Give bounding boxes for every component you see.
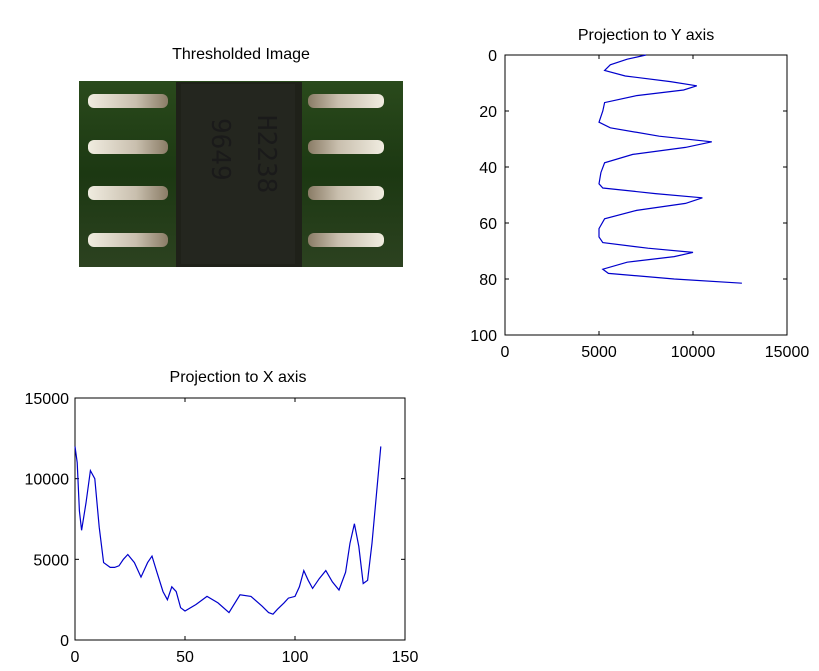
pin [88, 140, 168, 154]
image-panel-title: Thresholded Image [172, 46, 310, 63]
pin [88, 233, 168, 247]
pin [308, 186, 384, 200]
y-tick-label: 0 [60, 633, 69, 650]
plot-area [504, 54, 788, 336]
chip-marking-2: 9649 [205, 118, 235, 181]
chart-title: Projection to Y axis [578, 27, 714, 44]
y-tick-label: 100 [470, 328, 497, 345]
x-tick-label: 50 [176, 649, 194, 666]
y-tick-label: 20 [479, 104, 497, 121]
y-tick-label: 40 [479, 160, 497, 177]
plot-area [74, 397, 406, 641]
x-tick-label: 0 [71, 649, 80, 666]
chip-body-highlight [181, 84, 295, 264]
right-pins [308, 94, 384, 247]
x-tick-label: 15000 [765, 344, 810, 361]
pin [308, 94, 384, 108]
left-pins [88, 94, 168, 247]
pin [88, 94, 168, 108]
pin [88, 186, 168, 200]
y-tick-label: 10000 [25, 472, 70, 489]
y-tick-label: 15000 [25, 391, 70, 408]
pin [308, 140, 384, 154]
x-tick-label: 0 [501, 344, 510, 361]
chip-marking-1: H2238 [251, 115, 281, 193]
chart-title: Projection to X axis [170, 369, 307, 386]
y-tick-label: 0 [488, 48, 497, 65]
y-tick-label: 60 [479, 216, 497, 233]
projection-y-chart: Projection to Y axis 0 5000 10000 15000 0 20 4… [470, 27, 809, 361]
series-line [598, 54, 742, 284]
x-tick-label: 5000 [581, 344, 617, 361]
pin [308, 233, 384, 247]
thresholded-image: H2238 9649 [79, 81, 403, 267]
series-line [74, 446, 382, 615]
y-tick-label: 80 [479, 272, 497, 289]
x-tick-label: 150 [392, 649, 419, 666]
y-tick-label: 5000 [33, 552, 69, 569]
projection-x-chart: Projection to X axis 0 50 100 150 0 5000 10000… [25, 369, 419, 666]
x-tick-label: 10000 [671, 344, 716, 361]
x-tick-label: 100 [282, 649, 309, 666]
